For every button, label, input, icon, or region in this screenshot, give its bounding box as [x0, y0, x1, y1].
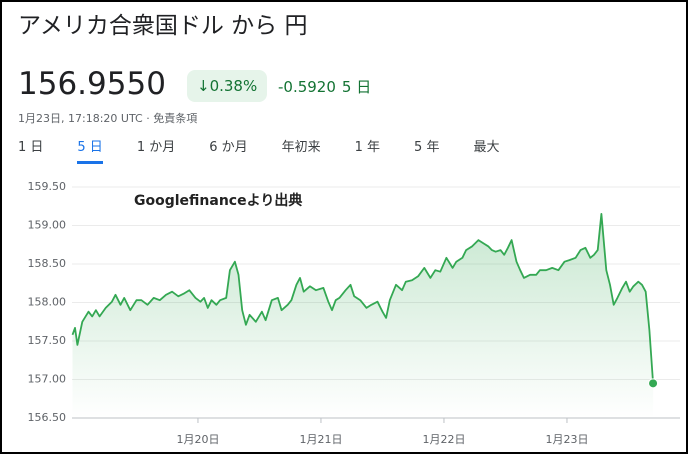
- page-title: アメリカ合衆国ドル から 円: [18, 13, 308, 39]
- price: 156.9550: [18, 66, 166, 102]
- range-tab[interactable]: 最大: [473, 140, 500, 155]
- range-tab[interactable]: 年初来: [281, 140, 321, 155]
- x-tick-label: 1月21日: [299, 433, 342, 446]
- y-tick-label: 158.00: [28, 296, 67, 309]
- y-tick-label: 157.50: [28, 334, 67, 347]
- change-row: -0.5920 5 日: [278, 76, 377, 97]
- timestamp: 1月23日, 17:18:20 UTC: [18, 112, 143, 125]
- period: 5 日: [341, 78, 372, 96]
- timestamp-row: 1月23日, 17:18:20 UTC · 免責条項: [18, 112, 198, 125]
- range-tab[interactable]: 5 日: [77, 136, 103, 164]
- last-point: [648, 378, 659, 389]
- price-line: [71, 213, 654, 384]
- x-tick-label: 1月23日: [545, 433, 588, 446]
- y-tick-label: 159.50: [28, 180, 67, 193]
- range-tab[interactable]: 1 日: [18, 140, 44, 155]
- change-badge: ↓0.38%: [187, 70, 268, 102]
- y-tick-label: 158.50: [28, 257, 67, 270]
- disclaimer[interactable]: 免責条項: [153, 112, 198, 125]
- area: [72, 213, 654, 418]
- range-tabs: 1 日 5 日 1 か月 6 か月 年初来 1 年 5 年 最大: [18, 136, 533, 164]
- annotation: Googlefinanceより出典: [134, 192, 302, 209]
- y-tick-label: 157.00: [28, 373, 67, 386]
- change: -0.5920: [278, 78, 336, 96]
- range-tab[interactable]: 6 か月: [209, 140, 248, 155]
- range-tab[interactable]: 5 年: [414, 140, 440, 155]
- change-percent: 0.38%: [209, 77, 258, 95]
- range-tab[interactable]: 1 年: [354, 140, 381, 155]
- x-tick-label: 1月20日: [176, 433, 219, 446]
- x-tick-label: 1月22日: [422, 433, 465, 446]
- y-tick-label: 156.50: [28, 411, 67, 424]
- range-tab[interactable]: 1 か月: [136, 140, 176, 155]
- y-tick-label: 159.00: [28, 219, 67, 232]
